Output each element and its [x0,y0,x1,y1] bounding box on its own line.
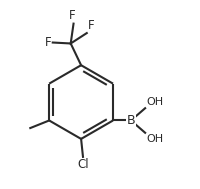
Text: B: B [127,114,135,127]
Text: OH: OH [146,97,163,107]
Text: Cl: Cl [77,158,89,171]
Text: OH: OH [146,134,163,144]
Text: F: F [88,19,95,32]
Text: F: F [45,36,51,49]
Text: F: F [69,9,76,22]
